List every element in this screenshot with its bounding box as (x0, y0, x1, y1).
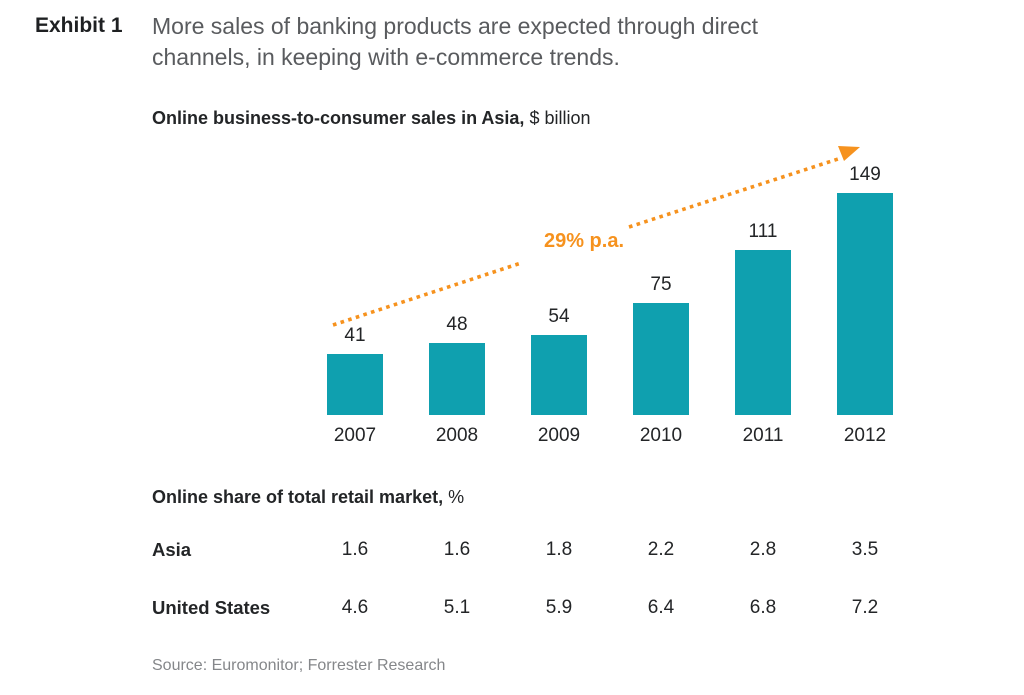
axis-label-2010: 2010 (639, 425, 683, 446)
cell-asia-2011: 2.8 (749, 539, 777, 560)
cell-asia-2008: 1.6 (443, 539, 471, 560)
cell-united-states-2012: 7.2 (851, 597, 879, 618)
exhibit-title-line-2: channels, in keeping with e-commerce tre… (152, 44, 620, 70)
axis-label-2008: 2008 (435, 425, 479, 446)
bar-value-2009: 54 (548, 306, 570, 327)
table-title-bold: Online share of total retail market, (152, 487, 444, 507)
exhibit-title-line-1: More sales of banking products are expec… (152, 13, 759, 39)
bar-value-2012: 149 (849, 164, 881, 185)
cell-asia-2012: 3.5 (851, 539, 879, 560)
axis-label-2011: 2011 (742, 425, 784, 446)
bar-2010 (633, 303, 689, 415)
bar-2008 (429, 343, 485, 415)
bar-value-2007: 41 (344, 325, 366, 346)
bar-2012 (837, 193, 893, 415)
bar-2009 (531, 335, 587, 415)
cell-united-states-2011: 6.8 (749, 597, 777, 618)
cell-united-states-2009: 5.9 (545, 597, 573, 618)
cell-asia-2007: 1.6 (341, 539, 369, 560)
cell-asia-2009: 1.8 (545, 539, 573, 560)
chart-title-bold: Online business-to-consumer sales in Asi… (152, 108, 525, 128)
cell-united-states-2010: 6.4 (647, 597, 675, 618)
axis-label-2009: 2009 (537, 425, 581, 446)
chart-title-unit: $ billion (524, 108, 591, 128)
cell-united-states-2007: 4.6 (341, 597, 369, 618)
table-title: Online share of total retail market, % (152, 487, 464, 508)
cell-united-states-2008: 5.1 (443, 597, 471, 618)
table-title-unit: % (443, 487, 465, 507)
bar-2011 (735, 250, 791, 415)
bar-value-2010: 75 (650, 274, 672, 295)
axis-label-2012: 2012 (843, 425, 887, 446)
cell-asia-2010: 2.2 (647, 539, 675, 560)
growth-rate-label: 29% p.a. (543, 230, 625, 252)
source-note: Source: Euromonitor; Forrester Research (152, 657, 446, 674)
exhibit-title: More sales of banking products are expec… (152, 11, 758, 73)
chart-title: Online business-to-consumer sales in Asi… (152, 108, 590, 129)
axis-label-2007: 2007 (333, 425, 377, 446)
exhibit-label: Exhibit 1 (35, 14, 123, 37)
row-label-united-states: United States (152, 597, 271, 618)
bar-2007 (327, 354, 383, 415)
row-label-asia: Asia (152, 539, 192, 560)
